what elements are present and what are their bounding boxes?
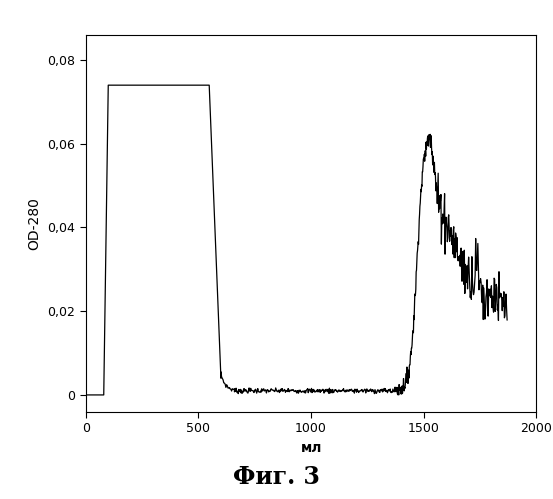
- Y-axis label: OD-280: OD-280: [28, 197, 41, 250]
- Text: Фиг. 3: Фиг. 3: [233, 465, 320, 489]
- X-axis label: мл: мл: [300, 441, 322, 455]
